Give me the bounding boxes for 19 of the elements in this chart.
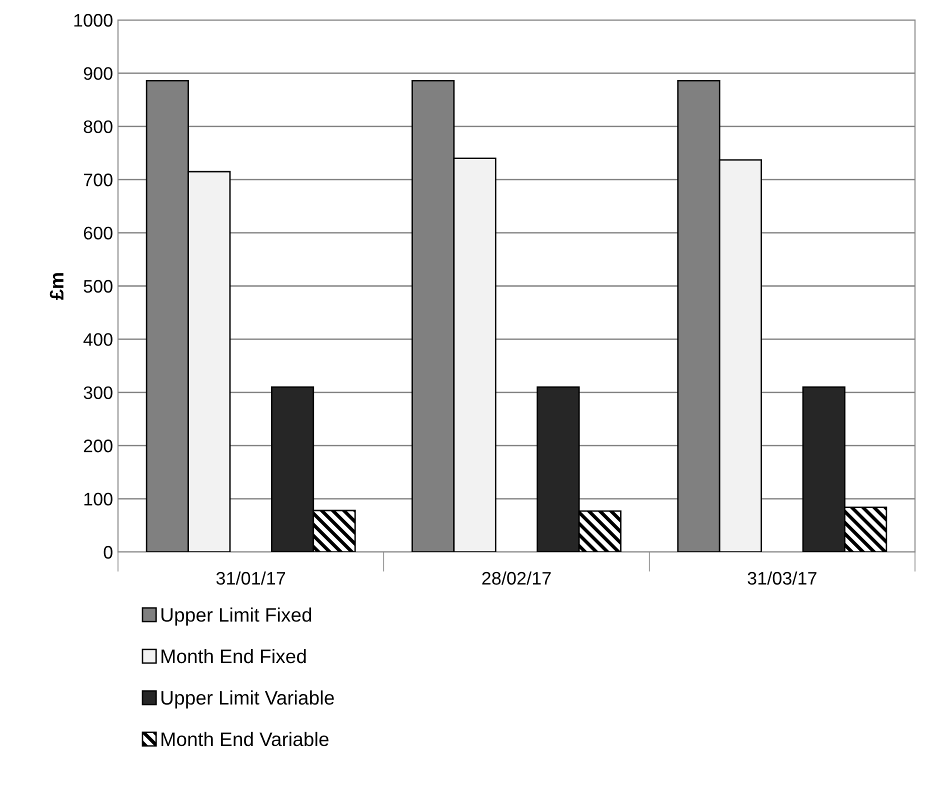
y-tick-label: 800	[84, 120, 112, 134]
legend-label: Month End Fixed	[162, 648, 306, 664]
y-tick-label: 200	[84, 440, 112, 452]
x-tick-label: 28/02/17	[482, 571, 551, 585]
legend-label: Month End Variable	[162, 732, 328, 746]
y-tick-label: 0	[104, 546, 112, 559]
y-axis-title: £m	[50, 273, 64, 300]
y-tick-label: 400	[83, 333, 112, 346]
y-tick-label: 300	[84, 386, 112, 400]
y-tick-label: 900	[84, 67, 112, 80]
x-tick-label: 31/03/17	[748, 571, 816, 585]
y-tick-label: 500	[84, 280, 112, 293]
y-tick-label: 100	[84, 492, 112, 506]
legend-label: Upper Limit Variable	[162, 690, 334, 709]
x-tick-label: 31/01/17	[216, 571, 286, 585]
legend-label: Upper Limit Fixed	[162, 608, 312, 626]
y-tick-label: 600	[84, 226, 112, 240]
y-tick-label: 1000	[74, 14, 112, 27]
y-tick-label: 700	[84, 174, 112, 186]
